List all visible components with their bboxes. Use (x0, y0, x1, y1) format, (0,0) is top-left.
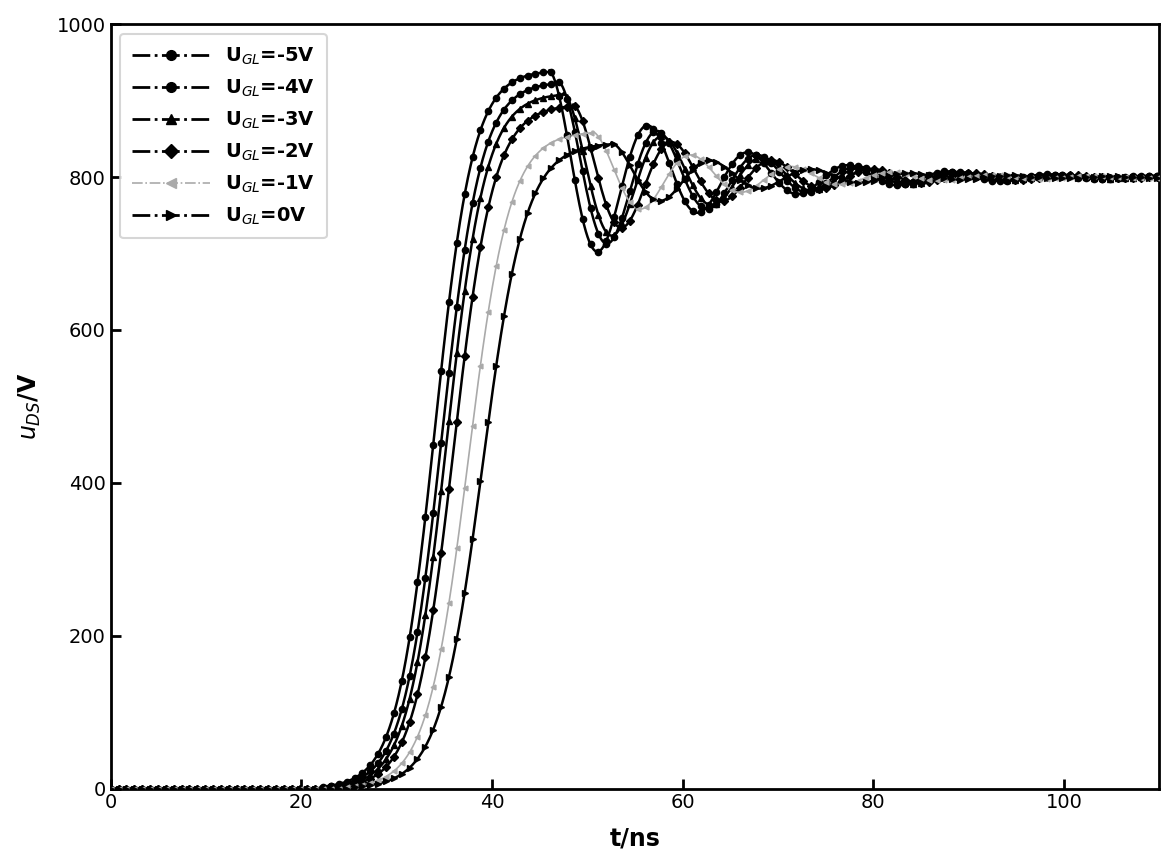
Y-axis label: $u_{DS}$/V: $u_{DS}$/V (16, 373, 42, 440)
X-axis label: t/ns: t/ns (609, 826, 661, 851)
Legend: U$_{GL}$=-5V, U$_{GL}$=-4V, U$_{GL}$=-3V, U$_{GL}$=-2V, U$_{GL}$=-1V, U$_{GL}$=0: U$_{GL}$=-5V, U$_{GL}$=-4V, U$_{GL}$=-3V… (120, 34, 327, 238)
